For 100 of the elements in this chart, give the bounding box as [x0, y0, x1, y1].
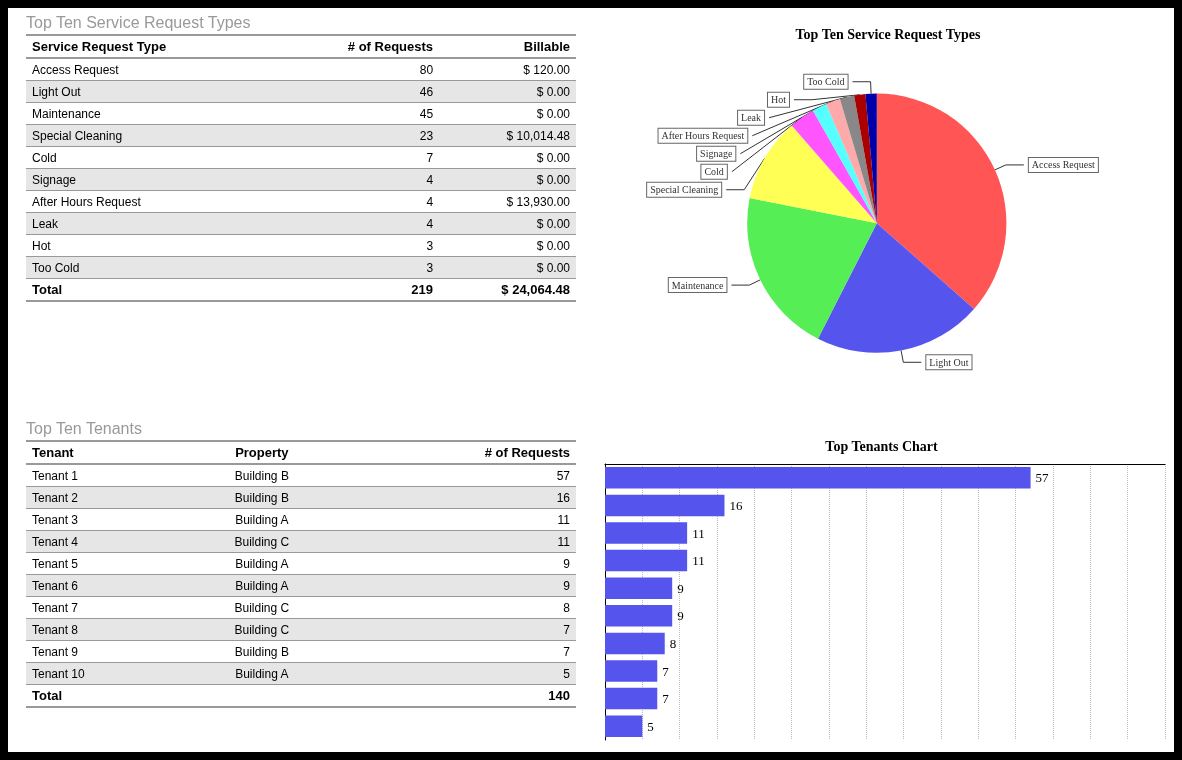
slice-label: Cold: [704, 166, 724, 178]
data-label: 9: [677, 580, 684, 596]
text: 4: [274, 212, 440, 235]
text: 7: [274, 146, 440, 169]
text: Tenant 7: [26, 596, 182, 619]
slice-label: Light Out: [929, 356, 969, 368]
text: 80: [274, 58, 440, 81]
data-label: 11: [692, 553, 705, 569]
text: 9: [342, 574, 576, 597]
text: $ 0.00: [439, 256, 576, 279]
text: 23: [274, 124, 440, 147]
text: $ 0.00: [439, 168, 576, 191]
text: # of Requests: [342, 441, 576, 464]
text: $ 0.00: [439, 234, 576, 257]
slice-label: Too Cold: [807, 76, 845, 88]
text: Total: [26, 278, 275, 301]
text: Leak: [26, 212, 275, 235]
bar: [605, 687, 658, 710]
text: Tenant 8: [26, 618, 182, 641]
bar: [605, 605, 673, 627]
text: Cold: [26, 146, 275, 169]
text: $ 0.00: [439, 146, 576, 169]
text: 4: [274, 168, 440, 191]
text: # of Requests: [274, 35, 440, 58]
text: Hot: [26, 234, 275, 257]
text: Building A: [181, 552, 343, 575]
text: 9: [342, 552, 576, 575]
data-label: 9: [677, 608, 684, 624]
data-label: 57: [1035, 470, 1050, 486]
text: $ 0.00: [439, 80, 576, 103]
bar: [605, 577, 673, 599]
text: Building B: [181, 640, 343, 663]
bar: [605, 549, 688, 572]
slice-label: Leak: [741, 112, 762, 124]
text: Too Cold: [26, 256, 275, 279]
bar: [605, 660, 658, 682]
bar: [605, 632, 665, 655]
bar: [605, 522, 688, 544]
text: 140: [342, 684, 576, 707]
text: Top Ten Service Request Types: [26, 14, 252, 32]
text: After Hours Request: [26, 190, 275, 213]
chart-title: Top Ten Service Request Types: [795, 26, 981, 42]
text: 219: [274, 278, 440, 301]
text: 3: [274, 256, 440, 279]
text: Access Request: [26, 58, 275, 81]
text: 3: [274, 234, 440, 257]
text: Tenant 10: [26, 662, 182, 685]
bar: [605, 494, 725, 517]
text: Tenant: [26, 441, 182, 464]
text: Tenant 6: [26, 574, 182, 597]
data-label: 16: [729, 497, 743, 513]
text: 7: [342, 640, 576, 663]
text: $ 13,930.00: [439, 190, 576, 213]
text: Tenant 1: [26, 464, 182, 487]
text: Tenant 3: [26, 508, 182, 531]
slice-label: Access Request: [1031, 159, 1096, 171]
text: $ 10,014.48: [439, 124, 576, 147]
text: Tenant 4: [26, 530, 182, 553]
slice-label: Special Cleaning: [650, 184, 719, 196]
text: 57: [342, 464, 576, 487]
data-label: 7: [662, 663, 670, 679]
text: $ 24,064.48: [439, 278, 576, 301]
text: Building A: [181, 574, 343, 597]
text: 7: [342, 618, 576, 641]
text: Building B: [181, 486, 343, 509]
chart-title: Top Tenants Chart: [825, 438, 938, 454]
text: Total: [26, 684, 182, 707]
text: 8: [342, 596, 576, 619]
data-label: 11: [692, 525, 705, 541]
text: Tenant 5: [26, 552, 182, 575]
text: $ 0.00: [439, 102, 576, 125]
bar: [605, 715, 643, 737]
data-label: 5: [647, 718, 654, 734]
text: Tenant 2: [26, 486, 182, 509]
text: 45: [274, 102, 440, 125]
text: $ 120.00: [439, 58, 576, 81]
text: Building B: [181, 464, 343, 487]
text: Light Out: [26, 80, 275, 103]
text: 11: [342, 530, 576, 553]
text: 11: [342, 508, 576, 531]
text: Property: [181, 441, 343, 464]
bar: [605, 467, 1031, 489]
text: Maintenance: [26, 102, 275, 125]
text: Building C: [181, 596, 343, 619]
slice-label: Signage: [700, 148, 733, 160]
text: Signage: [26, 168, 275, 191]
data-label: 7: [662, 691, 670, 707]
text: 46: [274, 80, 440, 103]
slice-label: After Hours Request: [661, 130, 745, 142]
text: Building C: [181, 618, 343, 641]
text: Tenant 9: [26, 640, 182, 663]
text: 5: [342, 662, 576, 685]
text: Top Ten Tenants: [26, 420, 143, 438]
text: Special Cleaning: [26, 124, 275, 147]
data-label: 8: [669, 635, 677, 651]
text: Building A: [181, 508, 343, 531]
text: 16: [342, 486, 576, 509]
text: $ 0.00: [439, 212, 576, 235]
text: Building C: [181, 530, 343, 553]
slice-label: Hot: [770, 94, 787, 106]
